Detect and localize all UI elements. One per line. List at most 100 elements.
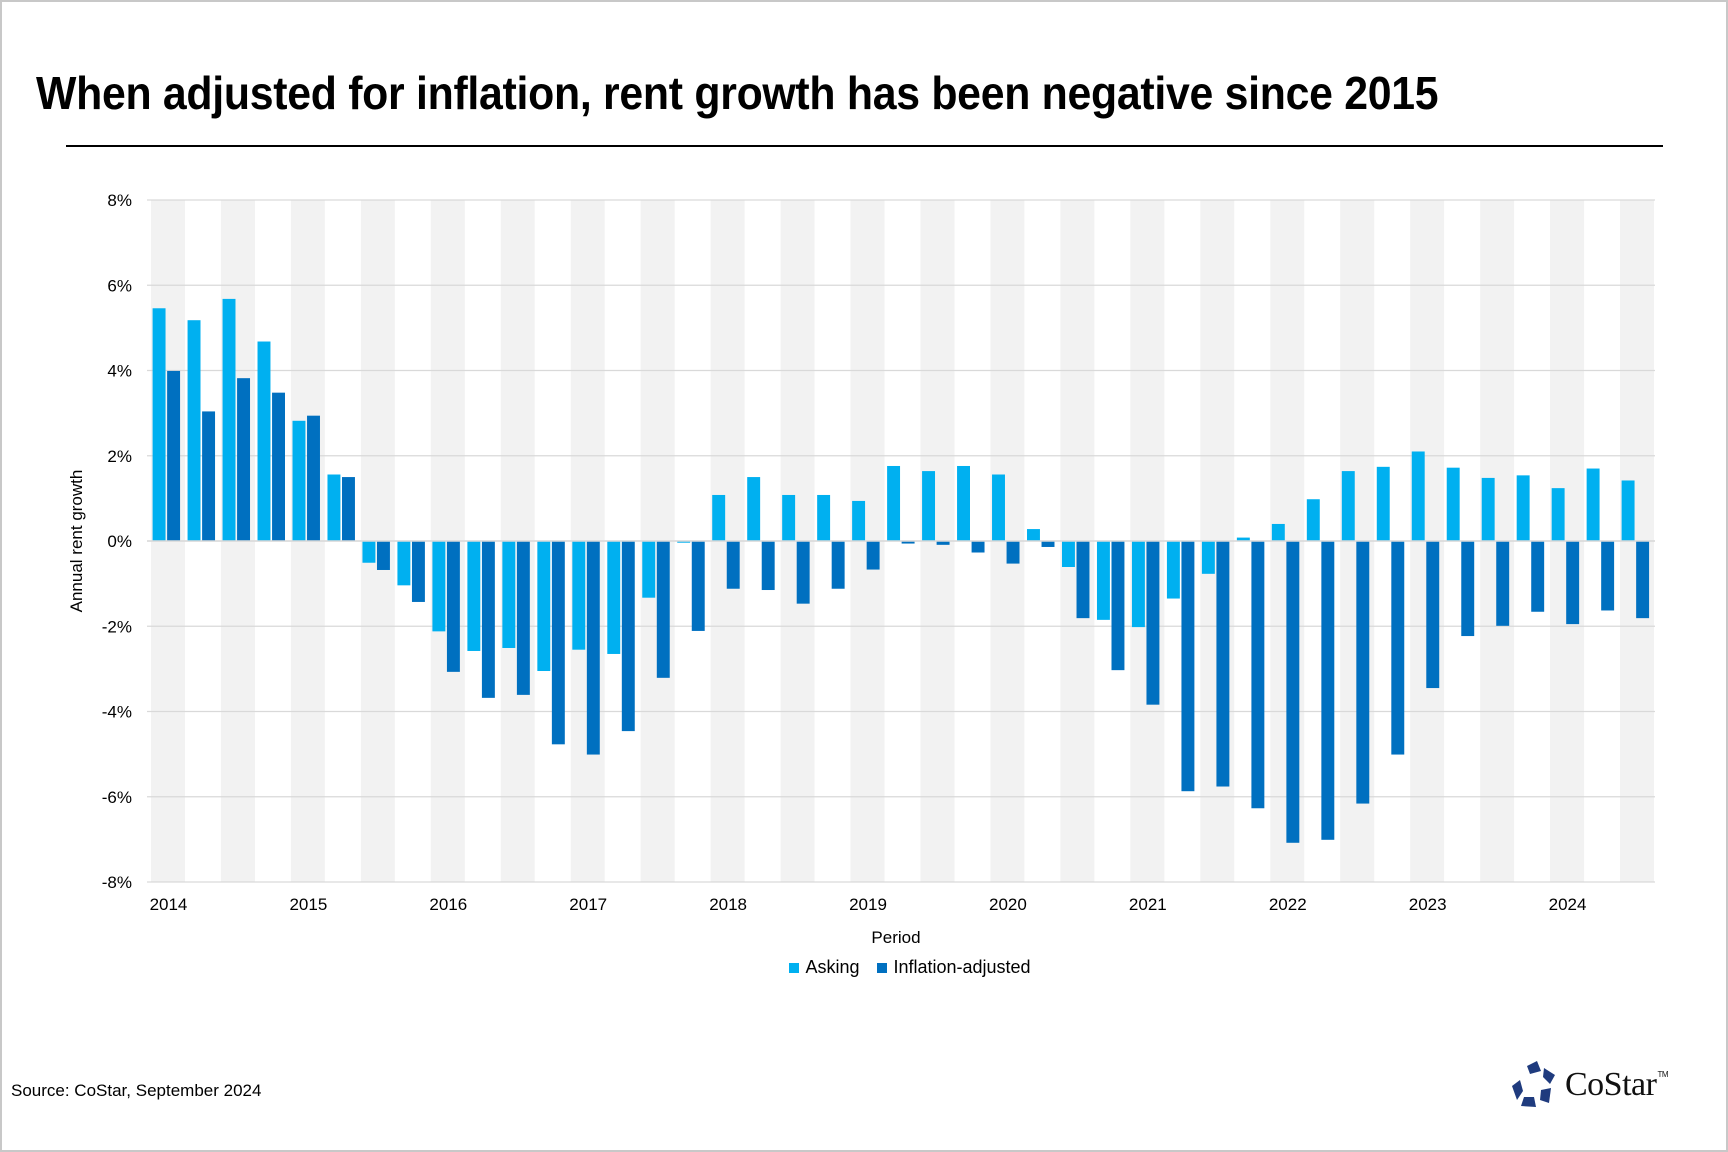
bar-asking[interactable] — [992, 474, 1005, 541]
bar-asking[interactable] — [152, 308, 166, 541]
bar-inflation-adjusted[interactable] — [761, 541, 775, 591]
x-tick-label: 2017 — [569, 895, 607, 914]
bar-asking[interactable] — [1376, 466, 1390, 541]
bar-asking[interactable] — [1621, 480, 1635, 541]
bar-asking[interactable] — [782, 494, 796, 541]
bar-inflation-adjusted[interactable] — [411, 541, 425, 602]
bar-inflation-adjusted[interactable] — [307, 415, 320, 541]
bar-inflation-adjusted[interactable] — [1356, 541, 1370, 804]
x-tick-label: 2015 — [289, 895, 327, 914]
bar-inflation-adjusted[interactable] — [1636, 541, 1650, 619]
x-tick-label: 2024 — [1549, 895, 1587, 914]
bar-inflation-adjusted[interactable] — [1286, 541, 1300, 843]
bar-inflation-adjusted[interactable] — [936, 541, 950, 545]
bar-inflation-adjusted[interactable] — [1041, 541, 1055, 547]
bar-inflation-adjusted[interactable] — [691, 541, 705, 631]
bar-asking[interactable] — [537, 541, 551, 672]
bar-asking[interactable] — [642, 541, 656, 598]
bar-inflation-adjusted[interactable] — [621, 541, 635, 732]
y-tick-label: 2% — [107, 447, 132, 466]
legend-item-inflation-adjusted[interactable]: Inflation-adjusted — [877, 957, 1031, 978]
bar-inflation-adjusted[interactable] — [1181, 541, 1195, 792]
bar-asking[interactable] — [1027, 529, 1040, 541]
bar-inflation-adjusted[interactable] — [551, 541, 565, 745]
bar-asking[interactable] — [327, 474, 341, 541]
bar-asking[interactable] — [397, 541, 411, 586]
bar-asking[interactable] — [607, 541, 621, 654]
bar-asking[interactable] — [1446, 467, 1460, 541]
bar-inflation-adjusted[interactable] — [726, 541, 740, 589]
bar-asking[interactable] — [852, 500, 866, 541]
bar-inflation-adjusted[interactable] — [1566, 541, 1580, 625]
bar-asking[interactable] — [712, 494, 726, 541]
bar-inflation-adjusted[interactable] — [901, 541, 915, 544]
bar-asking[interactable] — [1271, 523, 1285, 541]
bar-inflation-adjusted[interactable] — [446, 541, 460, 672]
bar-asking[interactable] — [887, 465, 901, 541]
bar-inflation-adjusted[interactable] — [1216, 541, 1230, 787]
bar-inflation-adjusted[interactable] — [1076, 541, 1090, 619]
y-axis-title: Annual rent growth — [67, 470, 86, 613]
bar-asking[interactable] — [467, 541, 481, 651]
legend-swatch-inflation-adjusted — [877, 962, 888, 973]
y-tick-label: 8% — [107, 191, 132, 210]
bar-inflation-adjusted[interactable] — [481, 541, 495, 698]
bar-asking[interactable] — [1201, 541, 1215, 574]
bar-inflation-adjusted[interactable] — [202, 411, 216, 541]
bar-inflation-adjusted[interactable] — [831, 541, 845, 589]
bar-asking[interactable] — [572, 541, 586, 650]
bar-asking[interactable] — [747, 477, 761, 541]
bar-inflation-adjusted[interactable] — [1461, 541, 1475, 637]
bar-asking[interactable] — [432, 541, 446, 632]
bar-inflation-adjusted[interactable] — [586, 541, 600, 755]
legend-item-asking[interactable]: Asking — [789, 957, 859, 978]
bar-inflation-adjusted[interactable] — [1391, 541, 1405, 755]
bar-inflation-adjusted[interactable] — [1496, 541, 1510, 626]
bar-asking[interactable] — [222, 298, 236, 541]
bar-asking[interactable] — [1236, 537, 1250, 541]
bar-asking[interactable] — [1551, 488, 1565, 541]
bar-asking[interactable] — [1516, 475, 1530, 541]
bar-inflation-adjusted[interactable] — [1111, 541, 1125, 671]
bar-asking[interactable] — [1586, 468, 1600, 541]
bar-asking[interactable] — [292, 420, 306, 541]
bar-asking[interactable] — [677, 541, 691, 543]
bar-asking[interactable] — [187, 320, 201, 541]
bar-asking[interactable] — [362, 541, 376, 563]
bar-asking[interactable] — [922, 471, 936, 541]
bar-inflation-adjusted[interactable] — [866, 541, 880, 570]
bar-inflation-adjusted[interactable] — [516, 541, 530, 695]
bar-inflation-adjusted[interactable] — [1531, 541, 1545, 612]
bar-asking[interactable] — [1061, 541, 1075, 568]
bar-inflation-adjusted[interactable] — [971, 541, 985, 553]
bar-asking[interactable] — [1481, 477, 1495, 541]
bar-inflation-adjusted[interactable] — [1426, 541, 1440, 689]
bar-inflation-adjusted[interactable] — [1321, 541, 1335, 840]
bar-inflation-adjusted[interactable] — [237, 378, 251, 541]
bar-asking[interactable] — [1306, 499, 1320, 541]
bar-inflation-adjusted[interactable] — [1601, 541, 1615, 611]
bar-asking[interactable] — [257, 341, 271, 541]
bar-asking[interactable] — [502, 541, 516, 648]
x-tick-label: 2022 — [1269, 895, 1307, 914]
bar-asking[interactable] — [1411, 451, 1425, 541]
x-axis-title: Period — [871, 928, 920, 947]
bar-inflation-adjusted[interactable] — [1251, 541, 1265, 809]
bar-asking[interactable] — [1131, 541, 1145, 628]
bar-asking[interactable] — [817, 494, 831, 541]
bar-asking[interactable] — [957, 465, 970, 541]
x-tick-label: 2019 — [849, 895, 887, 914]
bar-inflation-adjusted[interactable] — [167, 370, 181, 541]
y-tick-label: -6% — [102, 788, 132, 807]
bar-inflation-adjusted[interactable] — [1006, 541, 1020, 564]
bar-inflation-adjusted[interactable] — [1146, 541, 1160, 705]
bar-inflation-adjusted[interactable] — [796, 541, 810, 604]
bar-inflation-adjusted[interactable] — [342, 477, 355, 541]
bar-asking[interactable] — [1096, 541, 1110, 620]
bar-inflation-adjusted[interactable] — [656, 541, 670, 678]
bar-asking[interactable] — [1341, 471, 1355, 541]
bar-inflation-adjusted[interactable] — [272, 392, 285, 541]
bar-asking[interactable] — [1166, 541, 1180, 599]
bar-inflation-adjusted[interactable] — [376, 541, 390, 570]
